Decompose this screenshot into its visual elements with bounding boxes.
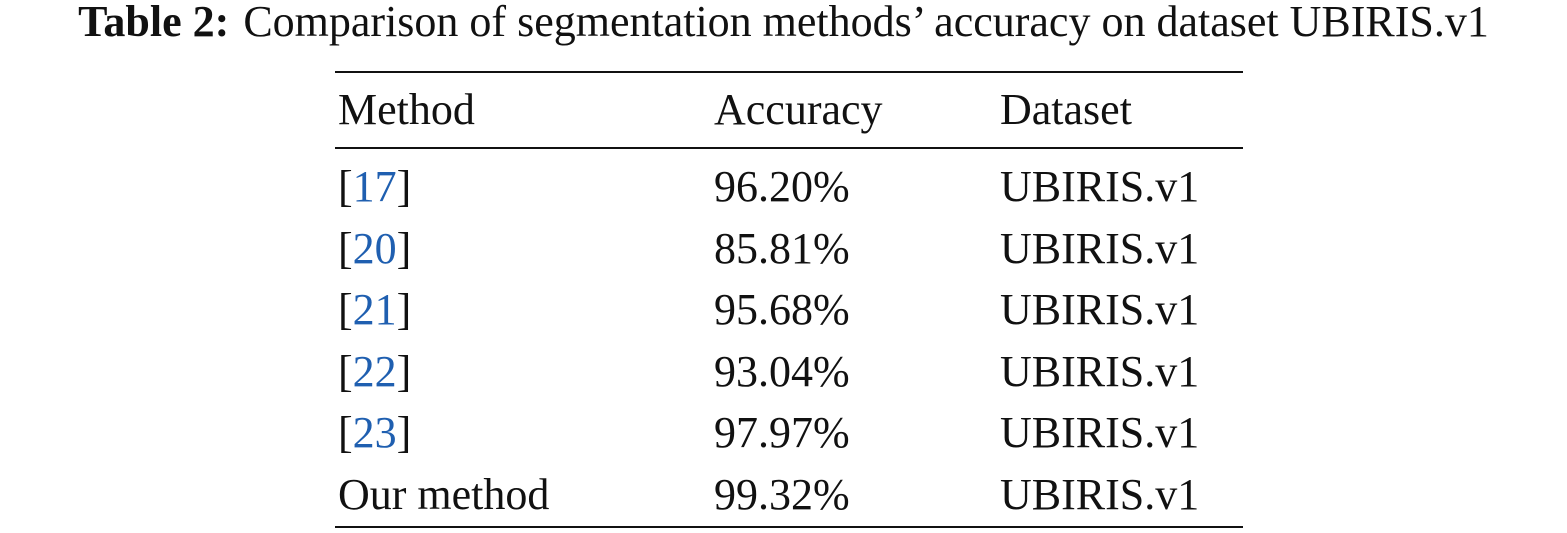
table-cell: UBIRIS.v1 bbox=[1000, 223, 1200, 273]
table-cell: [23] bbox=[338, 408, 412, 458]
top-rule bbox=[335, 71, 1243, 73]
table-cell: 99.32% bbox=[714, 470, 850, 519]
table-cell: UBIRIS.v1 bbox=[1000, 285, 1200, 335]
header-cell: Dataset bbox=[1000, 85, 1132, 134]
citation-link[interactable]: 17 bbox=[352, 162, 397, 211]
citation-link[interactable]: 21 bbox=[352, 285, 397, 335]
table-caption: Table 2: Comparison of segmentation metho… bbox=[0, 0, 1567, 44]
citation-link[interactable]: 22 bbox=[352, 346, 397, 396]
table-cell: UBIRIS.v1 bbox=[1000, 346, 1200, 396]
bottom-rule bbox=[335, 526, 1243, 528]
citation-link[interactable]: 23 bbox=[352, 408, 397, 458]
caption-text: Comparison of segmentation methods’ accu… bbox=[243, 0, 1489, 46]
table-cell: [21] bbox=[338, 285, 412, 335]
header-cell: Method bbox=[338, 85, 475, 134]
table-cell: 97.97% bbox=[714, 408, 850, 458]
header-cell: Accuracy bbox=[714, 85, 883, 134]
mid-rule bbox=[335, 147, 1243, 149]
table-cell: [22] bbox=[338, 346, 412, 396]
table-cell: [17] bbox=[338, 162, 412, 211]
table-cell: [20] bbox=[338, 223, 412, 273]
table-cell: 93.04% bbox=[714, 346, 850, 396]
table-cell: UBIRIS.v1 bbox=[1000, 162, 1200, 211]
table-cell: Our method bbox=[338, 470, 550, 519]
table-cell: UBIRIS.v1 bbox=[1000, 408, 1200, 458]
table-cell: 85.81% bbox=[714, 223, 850, 273]
citation-link[interactable]: 20 bbox=[352, 223, 397, 273]
table-cell: 96.20% bbox=[714, 162, 850, 211]
caption-label: Table 2: bbox=[78, 0, 230, 46]
table-cell: UBIRIS.v1 bbox=[1000, 470, 1200, 519]
table-cell: 95.68% bbox=[714, 285, 850, 335]
